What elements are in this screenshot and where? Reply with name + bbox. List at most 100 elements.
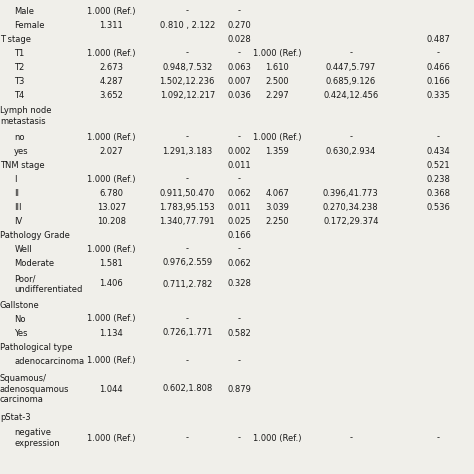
Text: -: - (238, 434, 241, 443)
Text: 1.581: 1.581 (100, 258, 123, 267)
Text: -: - (186, 174, 189, 183)
Text: adenocarcinoma: adenocarcinoma (14, 356, 84, 365)
Text: 1.092,12.217: 1.092,12.217 (160, 91, 215, 100)
Text: 0.063: 0.063 (228, 63, 251, 72)
Text: Poor/
undifferentiated: Poor/ undifferentiated (14, 274, 82, 294)
Text: -: - (238, 315, 241, 323)
Text: -: - (349, 133, 352, 142)
Text: 0.711,2.782: 0.711,2.782 (162, 280, 212, 289)
Text: Moderate: Moderate (14, 258, 55, 267)
Text: 1.000 (Ref.): 1.000 (Ref.) (87, 434, 136, 443)
Text: 2.673: 2.673 (100, 63, 123, 72)
Text: 0.011: 0.011 (228, 161, 251, 170)
Text: 0.062: 0.062 (228, 258, 251, 267)
Text: -: - (238, 133, 241, 142)
Text: negative
expression: negative expression (14, 428, 60, 448)
Text: 13.027: 13.027 (97, 202, 126, 211)
Text: 0.028: 0.028 (228, 35, 251, 44)
Text: 0.424,12.456: 0.424,12.456 (323, 91, 378, 100)
Text: 1.311: 1.311 (100, 20, 123, 29)
Text: I: I (14, 174, 17, 183)
Text: T3: T3 (14, 76, 25, 85)
Text: T4: T4 (14, 91, 25, 100)
Text: 6.780: 6.780 (100, 189, 123, 198)
Text: -: - (238, 245, 241, 254)
Text: 1.000 (Ref.): 1.000 (Ref.) (253, 48, 301, 57)
Text: -: - (349, 434, 352, 443)
Text: 0.447,5.797: 0.447,5.797 (326, 63, 376, 72)
Text: 0.007: 0.007 (228, 76, 251, 85)
Text: Well: Well (14, 245, 32, 254)
Text: 4.067: 4.067 (265, 189, 289, 198)
Text: T2: T2 (14, 63, 25, 72)
Text: 3.039: 3.039 (265, 202, 289, 211)
Text: T stage: T stage (0, 35, 31, 44)
Text: 1.000 (Ref.): 1.000 (Ref.) (87, 133, 136, 142)
Text: 1.000 (Ref.): 1.000 (Ref.) (253, 133, 301, 142)
Text: -: - (238, 356, 241, 365)
Text: 0.521: 0.521 (427, 161, 450, 170)
Text: 0.911,50.470: 0.911,50.470 (160, 189, 215, 198)
Text: 0.630,2.934: 0.630,2.934 (326, 146, 376, 155)
Text: 1.000 (Ref.): 1.000 (Ref.) (253, 434, 301, 443)
Text: 1.000 (Ref.): 1.000 (Ref.) (87, 356, 136, 365)
Text: -: - (238, 48, 241, 57)
Text: 0.036: 0.036 (228, 91, 251, 100)
Text: 1.359: 1.359 (265, 146, 289, 155)
Text: 1.610: 1.610 (265, 63, 289, 72)
Text: -: - (349, 48, 352, 57)
Text: -: - (186, 356, 189, 365)
Text: 0.976,2.559: 0.976,2.559 (162, 258, 212, 267)
Text: 3.652: 3.652 (100, 91, 123, 100)
Text: 0.487: 0.487 (427, 35, 450, 44)
Text: 0.270,34.238: 0.270,34.238 (323, 202, 379, 211)
Text: 2.027: 2.027 (100, 146, 123, 155)
Text: 1.000 (Ref.): 1.000 (Ref.) (87, 245, 136, 254)
Text: 1.000 (Ref.): 1.000 (Ref.) (87, 48, 136, 57)
Text: 2.250: 2.250 (265, 217, 289, 226)
Text: No: No (14, 315, 26, 323)
Text: 1.000 (Ref.): 1.000 (Ref.) (87, 174, 136, 183)
Text: -: - (238, 174, 241, 183)
Text: 0.335: 0.335 (427, 91, 450, 100)
Text: 0.602,1.808: 0.602,1.808 (162, 384, 212, 393)
Text: 0.582: 0.582 (228, 328, 251, 337)
Text: Yes: Yes (14, 328, 27, 337)
Text: 0.025: 0.025 (228, 217, 251, 226)
Text: yes: yes (14, 146, 29, 155)
Text: 0.726,1.771: 0.726,1.771 (162, 328, 212, 337)
Text: 0.810 , 2.122: 0.810 , 2.122 (160, 20, 215, 29)
Text: IV: IV (14, 217, 22, 226)
Text: 0.466: 0.466 (427, 63, 450, 72)
Text: 1.291,3.183: 1.291,3.183 (162, 146, 212, 155)
Text: Pathological type: Pathological type (0, 343, 73, 352)
Text: 1.406: 1.406 (100, 280, 123, 289)
Text: -: - (186, 7, 189, 16)
Text: 0.879: 0.879 (228, 384, 251, 393)
Text: 1.340,77.791: 1.340,77.791 (159, 217, 215, 226)
Text: 0.396,41.773: 0.396,41.773 (323, 189, 379, 198)
Text: 1.000 (Ref.): 1.000 (Ref.) (87, 315, 136, 323)
Text: 0.368: 0.368 (427, 189, 450, 198)
Text: -: - (437, 48, 440, 57)
Text: 0.270: 0.270 (228, 20, 251, 29)
Text: Squamous/
adenosquamous
carcinoma: Squamous/ adenosquamous carcinoma (0, 374, 70, 404)
Text: -: - (437, 133, 440, 142)
Text: 1.000 (Ref.): 1.000 (Ref.) (87, 7, 136, 16)
Text: Male: Male (14, 7, 34, 16)
Text: 0.172,29.374: 0.172,29.374 (323, 217, 379, 226)
Text: -: - (186, 245, 189, 254)
Text: 0.002: 0.002 (228, 146, 251, 155)
Text: III: III (14, 202, 22, 211)
Text: -: - (186, 48, 189, 57)
Text: 0.238: 0.238 (427, 174, 450, 183)
Text: no: no (14, 133, 25, 142)
Text: 10.208: 10.208 (97, 217, 126, 226)
Text: 0.948,7.532: 0.948,7.532 (162, 63, 212, 72)
Text: 0.011: 0.011 (228, 202, 251, 211)
Text: -: - (186, 315, 189, 323)
Text: 1.783,95.153: 1.783,95.153 (159, 202, 215, 211)
Text: 2.500: 2.500 (265, 76, 289, 85)
Text: -: - (186, 434, 189, 443)
Text: 1.134: 1.134 (100, 328, 123, 337)
